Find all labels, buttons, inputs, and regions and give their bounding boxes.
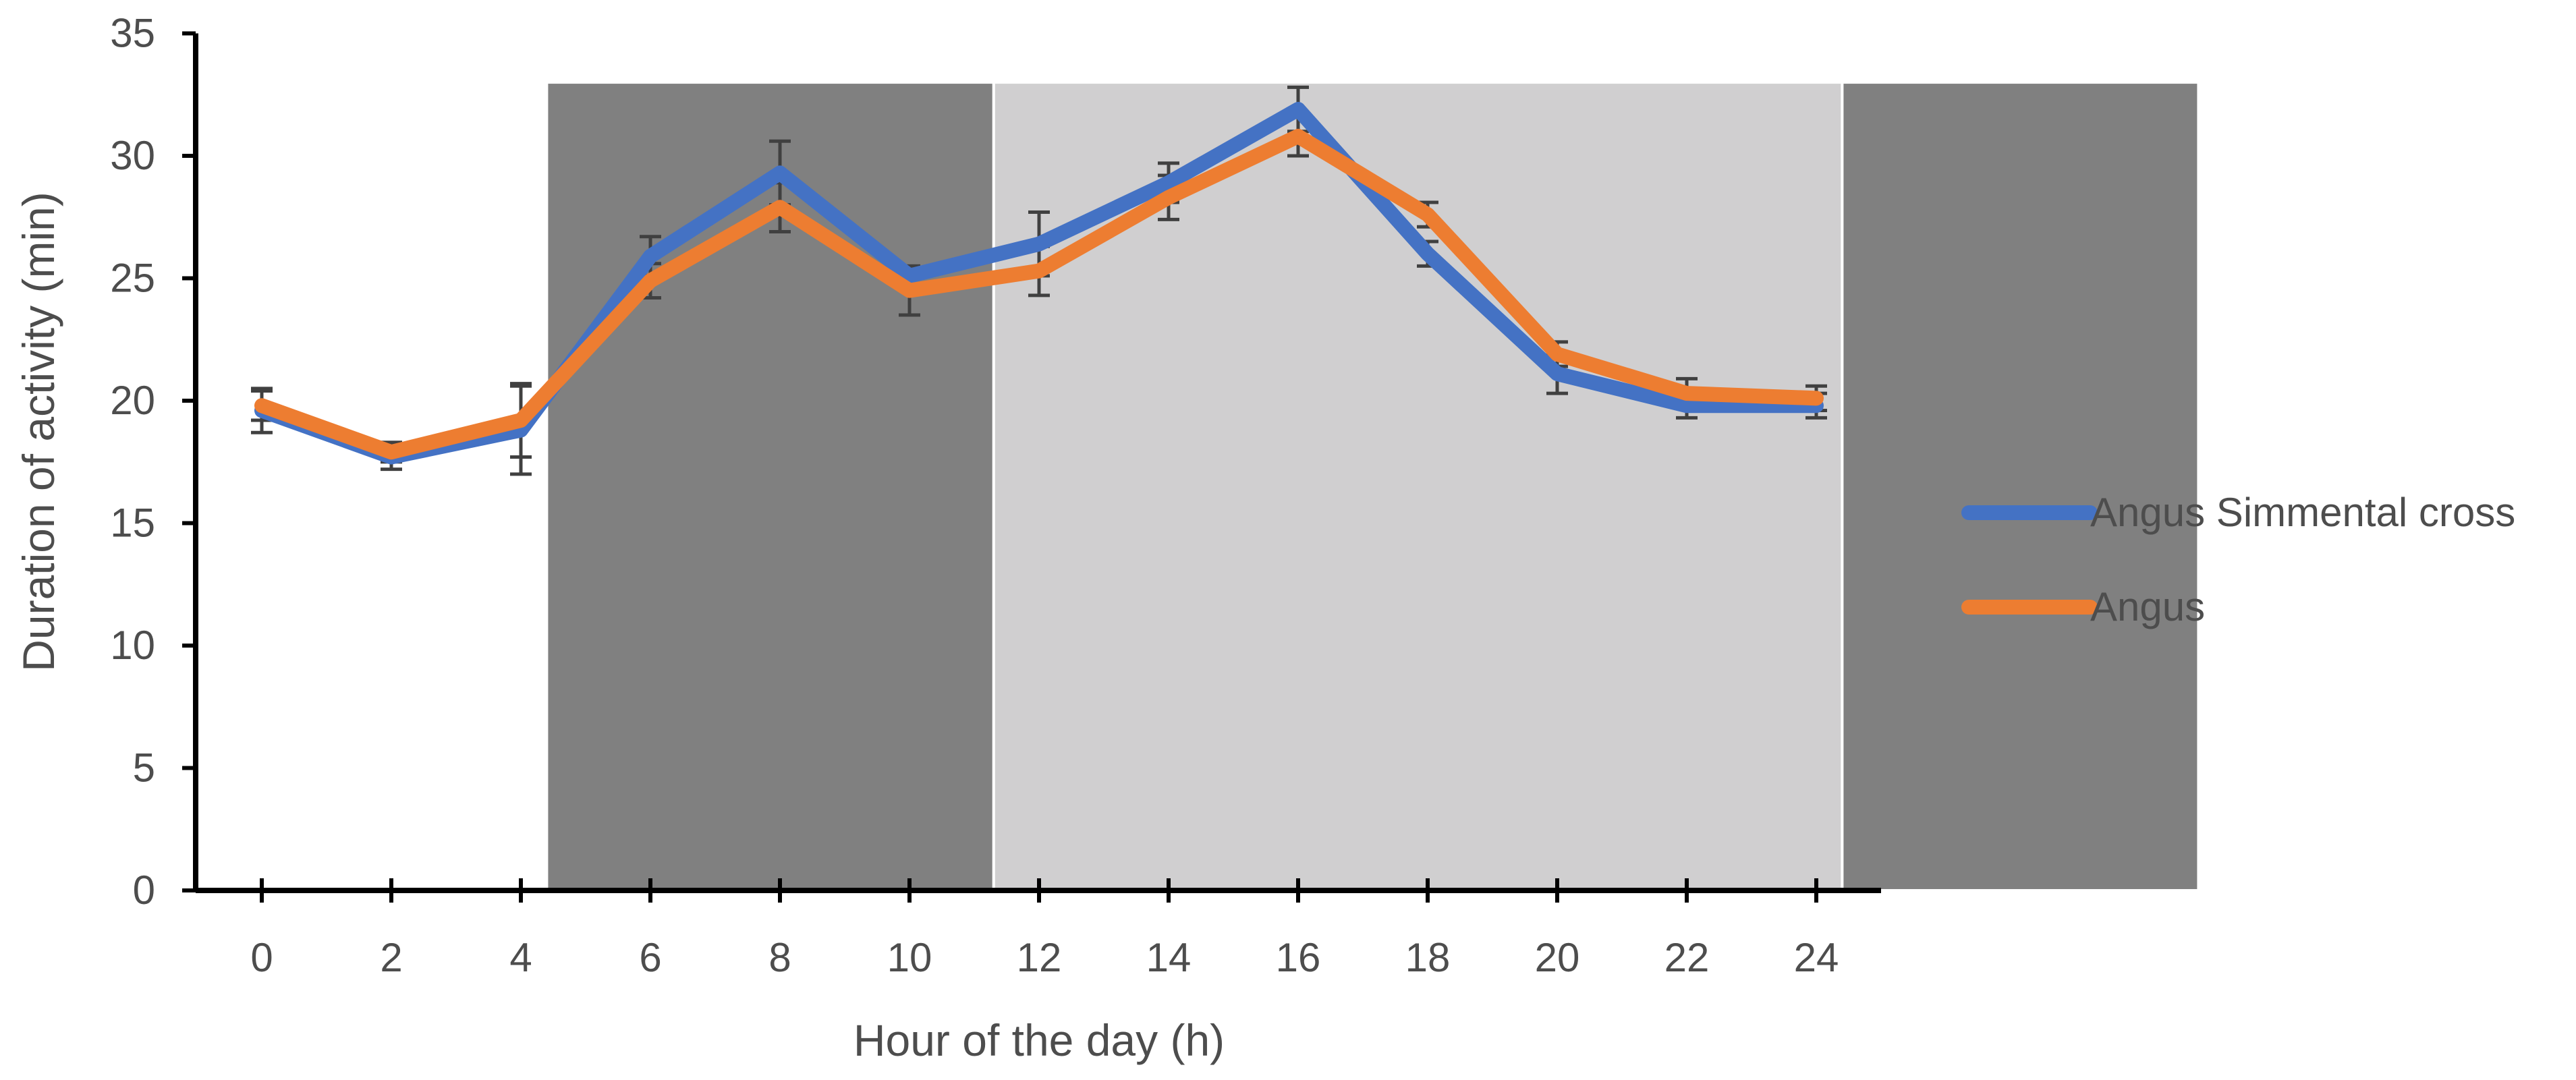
data-point [779,206,781,208]
x-tick-label: 18 [1405,935,1451,980]
x-tick-label: 10 [887,935,932,980]
x-tick-label: 22 [1664,935,1710,980]
data-point [520,429,522,431]
legend-label-1: Angus [2090,584,2205,629]
axes [182,31,1881,903]
legend-label-0: Angus Simmental cross [2090,490,2515,535]
series-group [251,85,1827,476]
x-tick-label: 20 [1535,935,1580,980]
y-tick-label: 25 [110,256,155,301]
data-point [1557,373,1558,375]
data-point [1297,135,1299,137]
y-tick-label: 5 [133,745,155,791]
x-tick-label: 12 [1017,935,1062,980]
x-tick-label: 0 [250,935,273,980]
data-point [261,405,262,407]
x-tick-label: 2 [380,935,402,980]
x-tick-label: 14 [1146,935,1192,980]
x-axis-title: Hour of the day (h) [853,1015,1225,1065]
x-tick-label: 16 [1276,935,1321,980]
legend: Angus Simmental cross Angus [1961,490,2515,629]
data-point [1038,243,1040,245]
y-axis-title: Duration of activity (min) [13,192,63,672]
data-point [909,275,910,277]
data-point [650,255,651,257]
data-point [1297,109,1299,111]
y-tick-label: 30 [110,133,155,178]
x-tick-label: 4 [509,935,532,980]
data-point [650,280,651,282]
data-point [1427,214,1428,216]
y-tick-label: 20 [110,378,155,423]
data-point [1168,196,1169,198]
data-point [520,420,522,422]
shaded-region-2 [1841,81,2200,892]
shaded-regions [545,81,2200,892]
y-tick-label: 10 [110,623,155,668]
data-point [1816,397,1817,399]
x-tick-label: 24 [1794,935,1839,980]
data-point [1686,393,1687,395]
y-tick-label: 15 [110,501,155,546]
data-point [1427,253,1428,255]
y-tick-label: 0 [133,868,155,913]
y-tick-label: 35 [110,11,155,56]
data-point [391,451,392,453]
x-tick-label: 8 [768,935,791,980]
data-point [779,172,781,174]
data-point [1686,405,1687,407]
data-point [909,289,910,291]
data-point [1168,181,1169,183]
data-point [1557,353,1558,356]
data-point [1038,270,1040,272]
x-tick-label: 6 [639,935,661,980]
